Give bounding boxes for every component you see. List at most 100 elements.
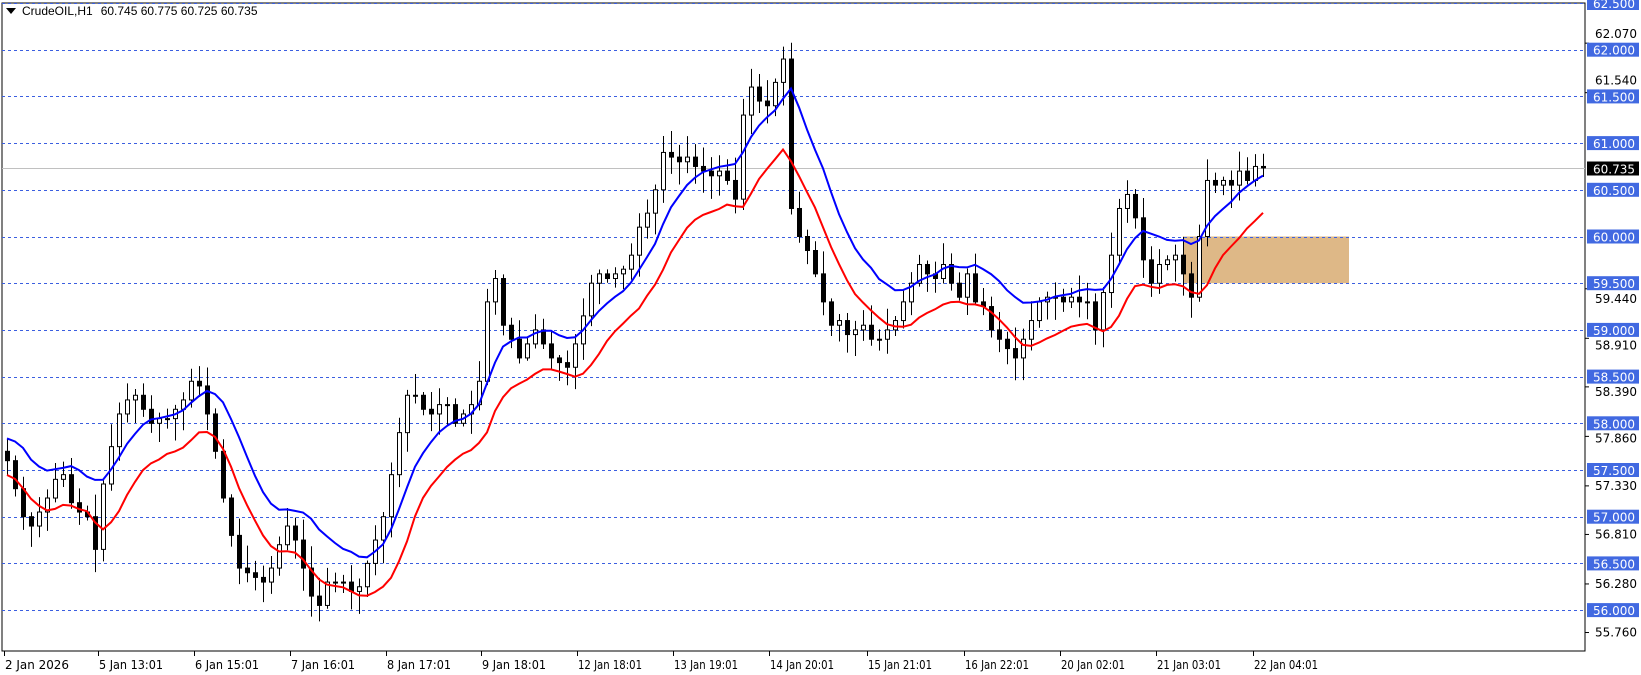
candle <box>829 298 834 337</box>
level-label-box <box>1587 603 1639 618</box>
level-label-box <box>1587 89 1639 104</box>
candle <box>597 269 602 305</box>
candle-body <box>637 226 642 256</box>
level-label: 57.000 <box>1593 511 1635 525</box>
x-tick-label: 22 Jan 04:01 <box>1254 658 1318 672</box>
y-tick-label: 56.280 <box>1595 577 1637 591</box>
candle <box>957 272 962 301</box>
candle-body <box>453 404 458 424</box>
candle-body <box>1237 170 1242 186</box>
candle <box>989 296 994 338</box>
candle <box>229 494 234 547</box>
candle <box>965 268 970 315</box>
y-tick-label: 58.910 <box>1595 338 1637 352</box>
y-tick-label: 59.440 <box>1595 292 1637 306</box>
candle <box>781 46 786 106</box>
candle-body <box>125 399 130 415</box>
x-tick-label: 9 Jan 18:01 <box>482 658 546 672</box>
candle-body <box>221 450 226 499</box>
level-label-box <box>1587 182 1639 197</box>
candle-body <box>285 525 290 546</box>
candle-body <box>1149 259 1154 284</box>
candle <box>605 269 610 283</box>
candle-body <box>741 114 746 200</box>
candle-body <box>525 343 530 359</box>
candle-body <box>493 278 498 303</box>
candle-body <box>189 380 194 401</box>
candle-body <box>293 525 298 541</box>
candle <box>333 572 338 593</box>
level-label: 62.500 <box>1593 0 1635 11</box>
candle <box>1149 246 1154 297</box>
candle <box>733 157 738 214</box>
candle <box>325 567 330 609</box>
candle <box>877 329 882 351</box>
candle <box>949 253 954 291</box>
dropdown-triangle-icon[interactable] <box>6 8 16 14</box>
y-tick-label: 56.810 <box>1595 527 1637 541</box>
x-tick-label: 16 Jan 22:01 <box>965 658 1029 672</box>
candle-body <box>317 595 322 606</box>
candle-body <box>973 273 978 303</box>
candle <box>813 241 818 278</box>
candle <box>973 253 978 306</box>
candle <box>1213 172 1218 193</box>
candle-body <box>781 58 786 83</box>
candle <box>1165 255 1170 271</box>
candle-body <box>597 273 602 284</box>
level-label: 59.500 <box>1593 277 1635 291</box>
candle-body <box>1061 296 1066 303</box>
candle <box>789 42 794 215</box>
candle-body <box>853 329 858 336</box>
y-tick-label: 57.860 <box>1595 431 1637 445</box>
candle-body <box>333 581 338 584</box>
candle-body <box>589 282 594 317</box>
candle <box>1061 288 1066 312</box>
candle <box>885 308 890 354</box>
candle-body <box>133 394 138 401</box>
candle-body <box>885 329 890 340</box>
candle <box>853 320 858 357</box>
candle-body <box>941 264 946 280</box>
candle-body <box>1069 296 1074 303</box>
level-label: 57.500 <box>1593 464 1635 478</box>
candle-body <box>405 394 410 434</box>
candle <box>621 265 626 289</box>
candle-body <box>309 567 314 597</box>
candle <box>149 395 154 433</box>
candle <box>485 288 490 386</box>
level-label: 56.500 <box>1593 557 1635 571</box>
level-label: 60.500 <box>1593 184 1635 198</box>
candle-body <box>101 483 106 550</box>
candle <box>1125 180 1130 223</box>
candle-body <box>1013 348 1018 359</box>
candle-body <box>413 394 418 397</box>
candle-body <box>949 264 954 284</box>
candle-body <box>237 534 242 569</box>
candle-body <box>229 497 234 536</box>
candle <box>205 367 210 431</box>
candle <box>101 478 106 562</box>
candle-body <box>901 301 906 322</box>
candle <box>557 354 562 381</box>
candle <box>909 272 914 316</box>
level-label: 58.500 <box>1593 371 1635 385</box>
candle <box>573 334 578 390</box>
candle-body <box>757 86 762 102</box>
candle <box>861 310 866 341</box>
y-tick-label: 57.330 <box>1595 479 1637 493</box>
candle <box>1069 287 1074 308</box>
candle <box>437 388 442 435</box>
candle-body <box>253 572 258 578</box>
ma-slow-line <box>6 147 1264 597</box>
level-label: 62.000 <box>1593 44 1635 58</box>
level-label: 61.500 <box>1593 90 1635 104</box>
candle-body <box>277 544 282 569</box>
level-label-box <box>1587 322 1639 337</box>
candle-body <box>821 273 826 303</box>
level-label-box <box>1587 0 1639 10</box>
candle-body <box>797 207 802 237</box>
candle-body <box>1205 179 1210 238</box>
candle-body <box>1261 165 1266 169</box>
